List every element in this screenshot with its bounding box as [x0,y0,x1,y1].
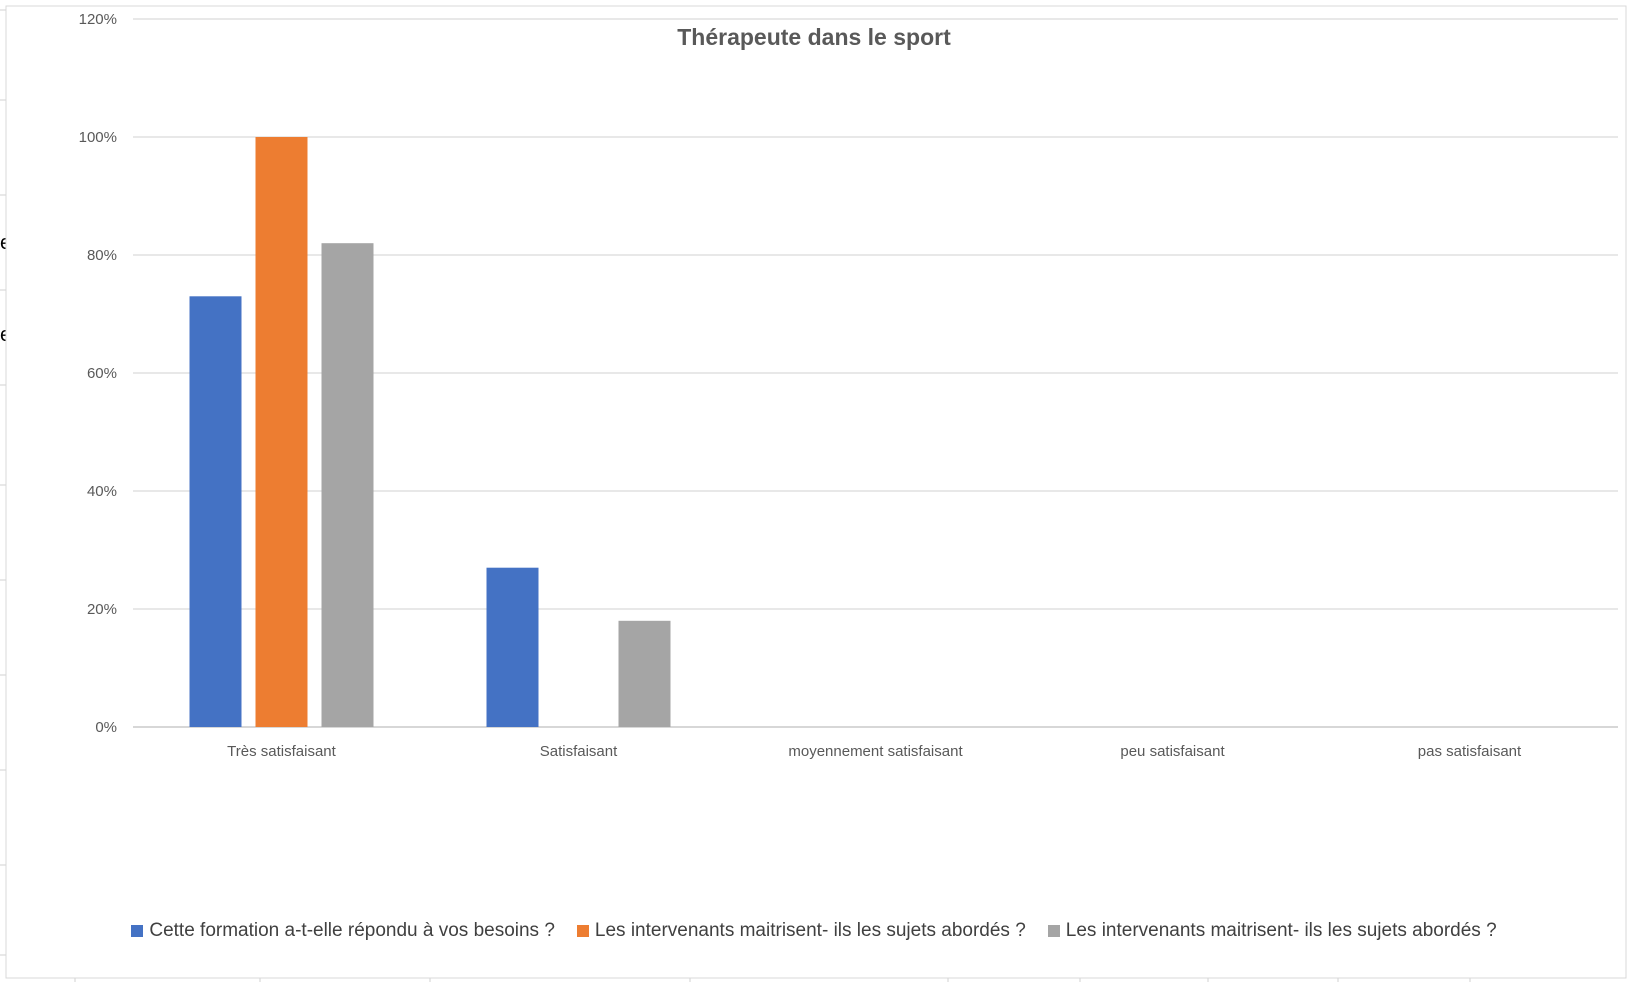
legend-swatch [1047,925,1060,937]
chart-legend: Cette formation a-t-elle répondu à vos b… [0,920,1628,942]
y-tick-label: 80% [87,247,117,264]
legend-entry: Cette formation a-t-elle répondu à vos b… [131,920,555,942]
y-gridlines [133,18,1618,728]
y-axis-ticks: 0% 20% 40% 60% 80% 100% 120% [79,11,117,736]
legend-label: Cette formation a-t-elle répondu à vos b… [149,920,555,941]
bar[interactable] [189,296,242,727]
chart-title: Thérapeute dans le sport [677,24,951,50]
legend-entry: Les intervenants maitrisent- ils les suj… [576,920,1026,942]
bar[interactable] [486,567,539,727]
legend-swatch [576,925,589,937]
y-tick-label: 100% [79,129,117,146]
y-tick-label: 120% [79,11,117,28]
x-tick-label: Satisfaisant [540,743,618,760]
x-tick-label: peu satisfaisant [1120,743,1225,760]
chart-area[interactable] [5,5,1627,979]
bar[interactable] [255,137,308,727]
legend-label: Les intervenants maitrisent- ils les suj… [594,920,1026,941]
y-tick-label: 60% [87,365,117,382]
y-tick-label: 20% [87,601,117,618]
x-tick-label: Très satisfaisant [227,743,336,760]
x-axis-ticks: Très satisfaisant Satisfaisant moyennement… [227,743,1522,760]
bar[interactable] [618,620,671,727]
y-tick-label: 0% [95,719,117,736]
legend-entry: Les intervenants maitrisent- ils les suj… [1047,920,1497,942]
bars [189,137,671,727]
legend-label: Les intervenants maitrisent- ils les suj… [1065,920,1497,941]
legend-swatch [131,925,144,937]
x-tick-label: moyennement satisfaisant [788,743,963,760]
x-tick-label: pas satisfaisant [1418,743,1522,760]
bar[interactable] [321,243,374,727]
y-tick-label: 40% [87,483,117,500]
